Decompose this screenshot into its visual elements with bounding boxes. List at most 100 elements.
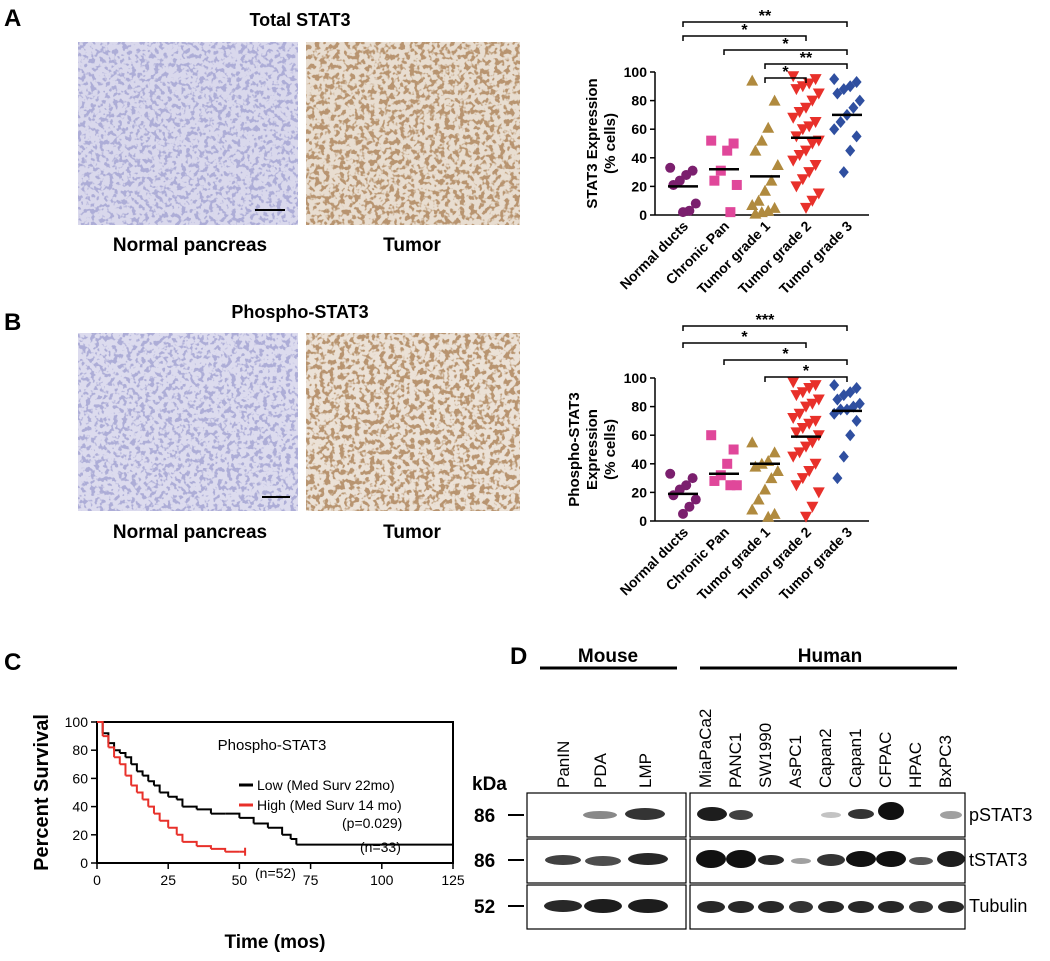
y-axis-label: STAT3 Expression	[584, 78, 601, 208]
data-point	[793, 408, 806, 420]
data-point	[752, 194, 765, 206]
data-point	[722, 458, 733, 469]
legend-label: High (Med Surv 14 mo)	[257, 797, 402, 813]
data-point	[790, 390, 803, 402]
survival-step	[253, 822, 269, 828]
data-point	[809, 415, 822, 427]
data-point	[809, 74, 822, 86]
x-tick-label: 125	[441, 872, 465, 888]
data-point	[806, 398, 819, 410]
data-point	[787, 413, 800, 425]
lane-label: BxPC3	[936, 735, 955, 788]
lane-label: PDA	[591, 752, 610, 788]
survival-step	[267, 826, 284, 835]
data-point	[806, 138, 819, 150]
y-tick-label: 40	[631, 456, 647, 472]
band	[848, 809, 874, 819]
band	[848, 901, 874, 913]
y-axis-label: (% cells)	[602, 419, 619, 480]
data-point	[681, 169, 692, 180]
data-point	[678, 207, 688, 218]
data-point	[768, 94, 781, 106]
annotation: (n=33)	[360, 839, 401, 855]
band	[940, 811, 962, 819]
y-tick-label: 40	[72, 799, 88, 815]
data-point	[800, 102, 812, 114]
data-point	[848, 101, 859, 114]
data-point	[787, 112, 800, 124]
y-axis-label: Phospho-STAT3	[566, 392, 583, 506]
data-point	[803, 465, 816, 477]
data-point	[787, 377, 800, 389]
data-point	[762, 121, 775, 133]
lane-label: Capan1	[846, 728, 865, 788]
lane-labels: PanIN PDA LMP MiaPaCa2 PANC1 SW1990 AsPC…	[554, 709, 955, 788]
data-point	[812, 487, 825, 499]
band	[726, 850, 756, 868]
survival-step	[131, 784, 138, 793]
lane-label: LMP	[636, 753, 655, 788]
survival-step	[159, 819, 170, 828]
data-point	[806, 437, 819, 449]
data-point	[665, 468, 676, 479]
y-tick-label: 0	[639, 513, 647, 529]
survival-step	[210, 847, 227, 852]
data-point	[755, 134, 768, 146]
blot-frame	[526, 838, 687, 884]
data-point	[803, 383, 816, 395]
y-tick-label: 80	[72, 742, 88, 758]
data-point	[800, 401, 812, 413]
data-point	[809, 117, 822, 129]
data-point	[832, 87, 843, 100]
data-point	[800, 202, 812, 214]
band	[583, 811, 617, 819]
blot-frame	[689, 838, 966, 884]
y-tick-label: 0	[80, 855, 88, 871]
panel-label: B	[4, 309, 21, 336]
data-point	[731, 179, 742, 190]
significance-bracket	[723, 49, 848, 55]
data-point	[722, 145, 733, 156]
data-point	[725, 480, 736, 491]
panel-label: A	[4, 5, 21, 32]
survival-step	[159, 791, 170, 797]
band	[696, 850, 726, 868]
blot-frame	[526, 792, 687, 838]
band	[846, 851, 876, 867]
survival-step	[108, 746, 116, 758]
data-point	[845, 144, 856, 157]
data-point	[746, 74, 759, 86]
survival-step	[168, 826, 178, 835]
significance-label: *	[803, 363, 810, 380]
band	[697, 901, 725, 913]
data-point	[793, 149, 806, 161]
marker-label: 86	[474, 851, 495, 872]
data-point	[787, 71, 800, 83]
band	[818, 901, 844, 913]
data-point	[746, 198, 759, 210]
data-point	[800, 441, 812, 453]
data-point	[800, 511, 812, 523]
data-point	[715, 165, 726, 176]
x-axis-label: Time (mos)	[224, 932, 325, 953]
significance-label: *	[741, 329, 748, 346]
survival-step	[102, 735, 110, 748]
lane-label: Capan2	[816, 728, 835, 788]
panel-label: D	[510, 643, 527, 670]
marker-label: 86	[474, 806, 495, 827]
group-label: Mouse	[578, 646, 638, 667]
data-point	[842, 403, 852, 416]
band	[789, 901, 813, 913]
significance-bracket	[723, 359, 848, 365]
y-axis-label: Percent Survival	[31, 714, 53, 871]
data-point	[674, 484, 685, 495]
y-tick-label: 40	[631, 150, 647, 166]
band	[909, 857, 933, 865]
data-point	[749, 460, 762, 472]
x-tick-label: Tumor grade 1	[694, 524, 773, 603]
data-point	[709, 475, 720, 486]
panel-title: Phospho-STAT3	[231, 302, 368, 322]
data-point	[765, 174, 778, 186]
data-point	[746, 503, 759, 515]
